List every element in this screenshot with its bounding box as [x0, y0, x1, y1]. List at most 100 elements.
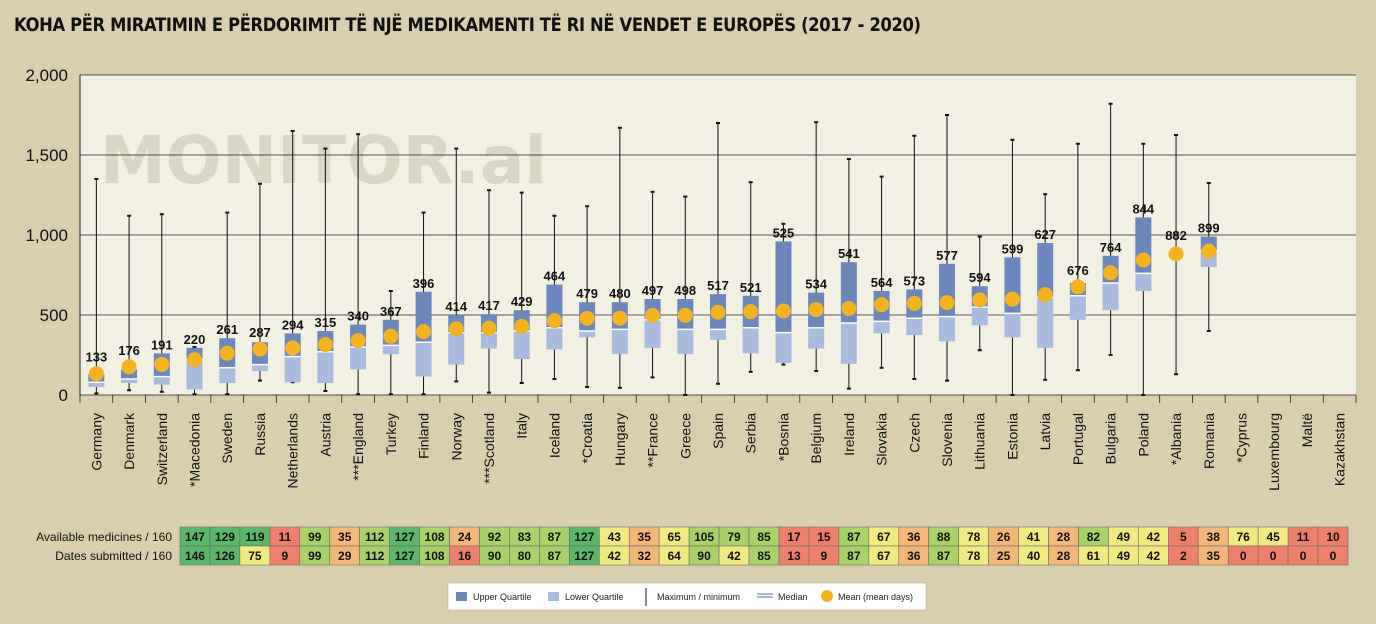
mean-label: 396	[413, 276, 435, 291]
x-tick-label: Hungary	[612, 413, 628, 466]
legend-box	[447, 582, 927, 611]
table-value-available: 10	[1326, 530, 1340, 544]
mean-dot	[906, 295, 922, 311]
mean-dot	[677, 307, 693, 323]
mean-label: 594	[969, 270, 991, 285]
table-value-submitted: 75	[248, 549, 262, 563]
table-value-available: 45	[1266, 530, 1280, 544]
x-tick-label: Switzerland	[154, 413, 170, 485]
legend-lower-quartile: Lower Quartile	[565, 592, 624, 602]
lower-quartile-box	[1102, 283, 1119, 311]
legend-median: Median	[778, 592, 808, 602]
mean-dot	[285, 340, 301, 356]
table-value-submitted: 61	[1087, 549, 1101, 563]
mean-dot	[121, 359, 137, 375]
x-tick-label: Italy	[514, 413, 530, 439]
x-tick-label: Latvia	[1037, 413, 1053, 451]
table-value-available: 119	[245, 530, 265, 544]
lower-quartile-box	[1135, 273, 1152, 291]
mean-label: 479	[576, 286, 598, 301]
lower-quartile-box	[317, 351, 334, 383]
mean-dot	[448, 321, 464, 337]
mean-label: 133	[86, 350, 108, 365]
x-tick-label: Ireland	[841, 413, 857, 456]
x-tick-label: Belgium	[808, 413, 824, 464]
table-value-submitted: 0	[1300, 549, 1307, 563]
mean-dot	[88, 366, 104, 382]
table-value-submitted: 90	[488, 549, 502, 563]
table-value-available: 87	[548, 530, 562, 544]
table-value-available: 26	[997, 530, 1011, 544]
mean-label: 417	[478, 298, 500, 313]
table-value-available: 129	[215, 530, 235, 544]
mean-label: 261	[216, 322, 238, 337]
row-label-submitted: Dates submitted / 160	[55, 549, 172, 563]
table-cell-submitted	[1317, 545, 1349, 566]
table-value-submitted: 127	[574, 549, 594, 563]
table-value-submitted: 78	[967, 549, 981, 563]
mean-label: 534	[805, 277, 827, 292]
mean-dot	[841, 300, 857, 316]
mean-dot	[743, 304, 759, 320]
mean-dot	[416, 324, 432, 340]
mean-dot	[187, 352, 203, 368]
table-value-available: 36	[907, 530, 921, 544]
table-value-available: 28	[1057, 530, 1071, 544]
table-value-submitted: 108	[425, 549, 445, 563]
lower-quartile-box	[611, 329, 628, 355]
mean-label: 564	[871, 275, 893, 290]
x-tick-label: Romania	[1201, 413, 1217, 469]
lower-quartile-box	[579, 331, 596, 338]
table-value-available: 85	[757, 530, 771, 544]
mean-dot	[252, 341, 268, 357]
table-value-submitted: 87	[548, 549, 562, 563]
table-value-submitted: 9	[821, 549, 828, 563]
table-value-available: 11	[278, 530, 291, 544]
legend-lower-quartile-swatch	[548, 592, 559, 601]
mean-label: 414	[445, 299, 467, 314]
mean-dot	[1201, 243, 1217, 259]
mean-dot	[775, 303, 791, 319]
x-tick-label: **France	[645, 413, 661, 468]
lower-quartile-box	[219, 367, 236, 383]
mean-label: 844	[1132, 201, 1154, 216]
legend-upper-quartile: Upper Quartile	[473, 592, 532, 602]
lower-quartile-box	[121, 379, 138, 383]
lower-quartile-box	[873, 321, 890, 334]
table-value-submitted: 9	[281, 549, 288, 563]
table-value-submitted: 0	[1240, 549, 1247, 563]
mean-dot	[939, 295, 955, 311]
lower-quartile-box	[186, 359, 203, 390]
legend-mean: Mean (mean days)	[838, 592, 913, 602]
mean-label: 287	[249, 325, 271, 340]
table-value-available: 65	[667, 530, 681, 544]
table-value-available: 41	[1027, 530, 1041, 544]
mean-dot	[1070, 279, 1086, 295]
y-tick-label: 1,000	[25, 226, 68, 245]
mean-dot	[874, 297, 890, 313]
x-tick-label: Bulgaria	[1103, 413, 1119, 465]
chart-title: KOHA PËR MIRATIMIN E PËRDORIMIT TË NJË M…	[14, 14, 921, 36]
table-value-available: 38	[1207, 530, 1221, 544]
x-tick-label: Serbia	[743, 413, 759, 454]
table-value-submitted: 126	[215, 549, 235, 563]
table-value-submitted: 67	[877, 549, 891, 563]
lower-quartile-box	[480, 332, 497, 349]
table-value-submitted: 13	[787, 549, 801, 563]
x-tick-label: Slovenia	[939, 413, 955, 467]
mean-dot	[317, 337, 333, 353]
x-tick-label: Denmark	[121, 412, 137, 470]
table-value-submitted: 87	[847, 549, 861, 563]
table-value-available: 67	[877, 530, 891, 544]
lower-quartile-box	[808, 327, 825, 349]
x-tick-label: Maltë	[1299, 413, 1315, 447]
upper-quartile-box	[775, 241, 792, 333]
mean-label: 541	[838, 246, 860, 261]
table-value-submitted: 36	[907, 549, 921, 563]
x-tick-label: *Albania	[1168, 413, 1184, 465]
lower-quartile-box	[710, 329, 726, 340]
lower-quartile-box	[546, 327, 563, 350]
mean-dot	[808, 302, 824, 318]
mean-label: 676	[1067, 263, 1089, 278]
